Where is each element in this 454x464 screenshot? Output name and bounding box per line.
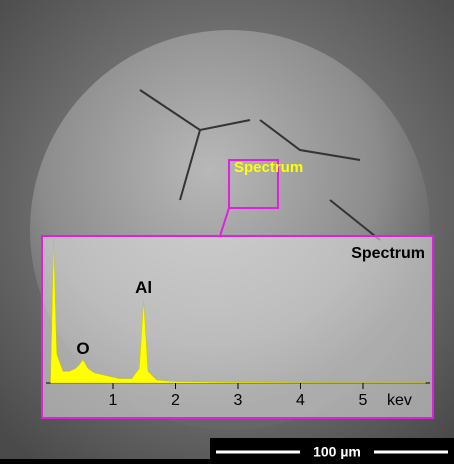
x-tick-label: 4 — [296, 392, 305, 409]
page: {"image": {"region_label": "Spectrum", "… — [0, 0, 454, 459]
x-tick-label: 5 — [359, 392, 368, 409]
x-tick-label: 2 — [171, 392, 180, 409]
x-tick-label: 1 — [109, 392, 118, 409]
peak-label: O — [76, 339, 89, 358]
sem-image: Spectrum Spectrum 1 2 3 4 5 kev O Al 100 µm — [0, 0, 454, 459]
x-axis-label: kev — [387, 392, 412, 409]
x-tick-label: 3 — [234, 392, 243, 409]
spectrum-panel — [42, 236, 433, 418]
region-label: Spectrum — [234, 159, 303, 176]
spectrum-title: Spectrum — [351, 245, 425, 262]
peak-label: Al — [135, 278, 152, 297]
scale-bar-label: 100 µm — [313, 444, 361, 459]
